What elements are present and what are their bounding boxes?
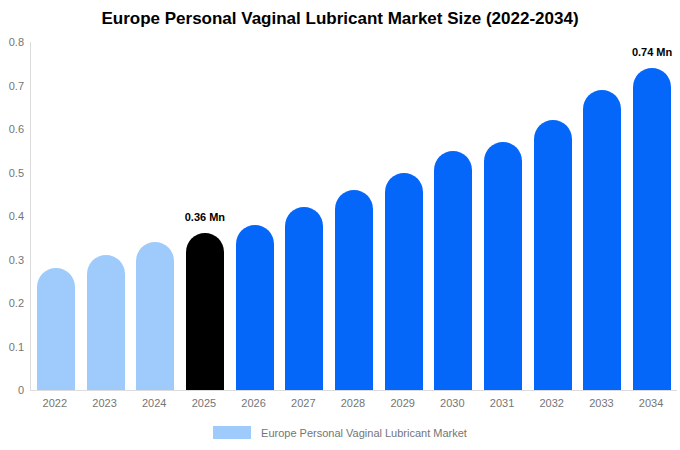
y-axis-tick-label: 0 <box>0 383 24 397</box>
bar-slot-2029 <box>379 42 429 390</box>
bar-slot-2027 <box>279 42 329 390</box>
bar-slot-2022 <box>31 42 81 390</box>
bar-slot-2031 <box>478 42 528 390</box>
y-axis-tick-label: 0.3 <box>0 253 24 267</box>
x-axis-label-2031: 2031 <box>477 397 527 409</box>
x-axis-label-2022: 2022 <box>30 397 80 409</box>
bar-slot-2024 <box>130 42 180 390</box>
x-axis-label-2025: 2025 <box>179 397 229 409</box>
legend-item[interactable]: Europe Personal Vaginal Lubricant Market <box>0 426 680 439</box>
y-axis-tick-label: 0.6 <box>0 122 24 136</box>
x-axis-label-2029: 2029 <box>378 397 428 409</box>
x-axis-label-2030: 2030 <box>428 397 478 409</box>
bar-2034[interactable] <box>633 68 671 390</box>
bar-2027[interactable] <box>285 207 323 390</box>
bar-2022[interactable] <box>37 268 75 390</box>
bar-2029[interactable] <box>385 173 423 391</box>
y-axis-tick-label: 0.2 <box>0 296 24 310</box>
x-axis-label-2034: 2034 <box>626 397 676 409</box>
bar-slot-2025: 0.36 Mn <box>180 42 230 390</box>
bar-slot-2030 <box>429 42 479 390</box>
bar-2033[interactable] <box>583 90 621 390</box>
chart-title: Europe Personal Vaginal Lubricant Market… <box>0 9 680 29</box>
x-axis-label-2028: 2028 <box>328 397 378 409</box>
legend-swatch-icon <box>213 426 251 439</box>
bar-slot-2032 <box>528 42 578 390</box>
bars-row: 0.36 Mn 0.74 Mn <box>31 42 677 390</box>
y-axis-tick-label: 0.8 <box>0 35 24 49</box>
bar-slot-2026 <box>230 42 280 390</box>
y-axis-tick-label: 0.1 <box>0 340 24 354</box>
plot-area: 0.36 Mn 0.74 Mn <box>30 42 677 391</box>
bar-2030[interactable] <box>434 151 472 390</box>
bar-2031[interactable] <box>484 142 522 390</box>
x-axis-label-2024: 2024 <box>129 397 179 409</box>
y-axis-tick-label: 0.5 <box>0 166 24 180</box>
bar-2028[interactable] <box>335 190 373 390</box>
bar-slot-2028 <box>329 42 379 390</box>
bar-slot-2023 <box>81 42 131 390</box>
x-axis: 2022202320242025202620272028202920302031… <box>30 397 676 409</box>
bar-2032[interactable] <box>534 120 572 390</box>
bar-slot-2033 <box>578 42 628 390</box>
bar-2023[interactable] <box>87 255 125 390</box>
x-axis-label-2027: 2027 <box>278 397 328 409</box>
bar-value-label-2034: 0.74 Mn <box>627 46 677 58</box>
x-axis-label-2023: 2023 <box>80 397 130 409</box>
bar-2025[interactable] <box>186 233 224 390</box>
legend-label: Europe Personal Vaginal Lubricant Market <box>261 427 467 439</box>
x-axis-label-2033: 2033 <box>577 397 627 409</box>
bar-value-label-2025: 0.36 Mn <box>180 211 230 223</box>
bar-2026[interactable] <box>236 225 274 390</box>
x-axis-label-2032: 2032 <box>527 397 577 409</box>
bar-2024[interactable] <box>136 242 174 390</box>
bar-slot-2034: 0.74 Mn <box>627 42 677 390</box>
x-axis-label-2026: 2026 <box>229 397 279 409</box>
y-axis-tick-label: 0.4 <box>0 209 24 223</box>
y-axis-tick-label: 0.7 <box>0 79 24 93</box>
